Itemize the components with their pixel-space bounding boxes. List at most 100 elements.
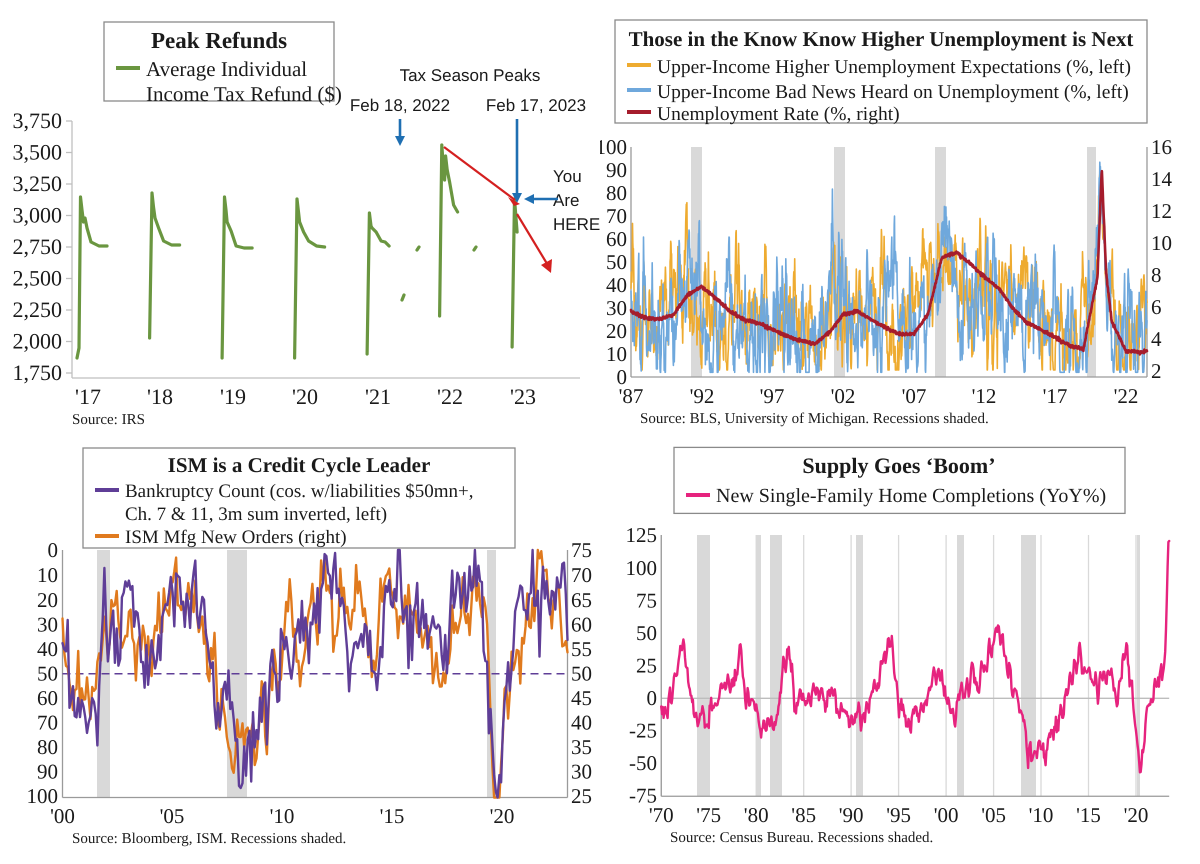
- svg-text:'70: '70: [649, 803, 674, 827]
- svg-text:75: 75: [571, 538, 592, 562]
- svg-text:0: 0: [647, 686, 658, 710]
- svg-text:50: 50: [37, 662, 58, 686]
- svg-text:4: 4: [1151, 327, 1162, 351]
- svg-text:10: 10: [37, 563, 58, 587]
- svg-text:New Single-Family Home Complet: New Single-Family Home Completions (YoY%…: [716, 485, 1106, 507]
- svg-text:Unemployment Rate (%, right): Unemployment Rate (%, right): [657, 104, 900, 125]
- svg-text:10: 10: [606, 342, 627, 366]
- svg-text:You: You: [553, 167, 582, 186]
- svg-text:'17: '17: [75, 384, 101, 409]
- svg-text:-50: -50: [629, 751, 657, 775]
- svg-text:80: 80: [606, 181, 627, 205]
- svg-text:3,750: 3,750: [13, 108, 63, 133]
- svg-text:'22: '22: [437, 384, 463, 409]
- svg-text:'87: '87: [619, 384, 644, 408]
- svg-text:2: 2: [1151, 359, 1162, 383]
- svg-text:3,500: 3,500: [13, 140, 63, 165]
- svg-text:HERE: HERE: [553, 215, 600, 234]
- svg-text:2,500: 2,500: [13, 266, 63, 291]
- svg-text:'97: '97: [760, 384, 785, 408]
- svg-text:Source: IRS: Source: IRS: [72, 412, 145, 428]
- svg-text:6: 6: [1151, 295, 1162, 319]
- svg-text:'95: '95: [886, 803, 911, 827]
- svg-text:Feb 18, 2022: Feb 18, 2022: [350, 96, 450, 115]
- svg-text:'20: '20: [292, 384, 318, 409]
- svg-text:10: 10: [1151, 231, 1172, 255]
- svg-text:2,250: 2,250: [13, 297, 63, 322]
- svg-text:'15: '15: [380, 804, 405, 828]
- svg-text:'07: '07: [902, 384, 927, 408]
- svg-text:40: 40: [606, 273, 627, 297]
- svg-text:'05: '05: [981, 803, 1006, 827]
- svg-text:55: 55: [571, 637, 592, 661]
- svg-text:Those in the Know Know Higher: Those in the Know Know Higher Unemployme…: [629, 27, 1134, 51]
- svg-text:50: 50: [636, 621, 657, 645]
- svg-text:Upper-Income Higher Unemployme: Upper-Income Higher Unemployment Expecta…: [657, 57, 1131, 78]
- svg-text:'00: '00: [50, 804, 75, 828]
- svg-text:Income Tax Refund ($): Income Tax Refund ($): [146, 82, 342, 106]
- svg-text:50: 50: [606, 250, 627, 274]
- svg-text:'12: '12: [972, 384, 997, 408]
- svg-text:'90: '90: [839, 803, 864, 827]
- svg-text:60: 60: [37, 686, 58, 710]
- svg-text:0: 0: [48, 538, 59, 562]
- svg-text:Supply Goes ‘Boom’: Supply Goes ‘Boom’: [802, 453, 995, 478]
- svg-text:Bankruptcy Count (cos. w/liabi: Bankruptcy Count (cos. w/liabilities $50…: [125, 481, 473, 502]
- svg-text:'00: '00: [934, 803, 959, 827]
- svg-text:'21: '21: [365, 384, 391, 409]
- svg-text:'18: '18: [147, 384, 173, 409]
- svg-text:1,750: 1,750: [13, 360, 63, 385]
- svg-text:'17: '17: [1043, 384, 1068, 408]
- svg-text:25: 25: [571, 784, 592, 808]
- svg-text:125: 125: [626, 523, 658, 547]
- svg-text:30: 30: [37, 613, 58, 637]
- svg-text:8: 8: [1151, 263, 1162, 287]
- svg-text:20: 20: [37, 588, 58, 612]
- svg-text:100: 100: [600, 135, 627, 159]
- svg-text:Source: Census Bureau. Recessi: Source: Census Bureau. Recessions shaded…: [670, 830, 933, 846]
- svg-text:'92: '92: [690, 384, 715, 408]
- svg-text:Are: Are: [553, 191, 579, 210]
- svg-text:-25: -25: [629, 719, 657, 743]
- svg-text:80: 80: [37, 735, 58, 759]
- svg-text:Source: Bloomberg, ISM. Recess: Source: Bloomberg, ISM. Recessions shade…: [72, 831, 346, 847]
- svg-text:ISM Mfg New Orders (right): ISM Mfg New Orders (right): [125, 527, 347, 548]
- svg-text:Peak Refunds: Peak Refunds: [151, 28, 287, 53]
- svg-text:25: 25: [636, 654, 657, 678]
- svg-text:3,000: 3,000: [13, 203, 63, 228]
- svg-text:50: 50: [571, 662, 592, 686]
- svg-text:'80: '80: [744, 803, 769, 827]
- svg-text:70: 70: [571, 563, 592, 587]
- svg-text:'02: '02: [831, 384, 856, 408]
- svg-text:30: 30: [571, 760, 592, 784]
- svg-text:16: 16: [1151, 135, 1172, 159]
- svg-text:12: 12: [1151, 199, 1172, 223]
- svg-text:Tax Season Peaks: Tax Season Peaks: [400, 66, 541, 85]
- svg-text:Feb 17, 2023: Feb 17, 2023: [486, 96, 586, 115]
- svg-text:'85: '85: [791, 803, 816, 827]
- svg-text:'05: '05: [160, 804, 185, 828]
- svg-text:'19: '19: [220, 384, 246, 409]
- svg-text:20: 20: [606, 319, 627, 343]
- svg-text:45: 45: [571, 686, 592, 710]
- svg-text:'20: '20: [490, 804, 515, 828]
- svg-text:100: 100: [626, 556, 658, 580]
- svg-text:3,250: 3,250: [13, 171, 63, 196]
- svg-text:ISM is a Credit Cycle Leader: ISM is a Credit Cycle Leader: [168, 453, 431, 477]
- svg-text:65: 65: [571, 588, 592, 612]
- svg-text:Upper-Income Bad News Heard on: Upper-Income Bad News Heard on Unemploym…: [657, 82, 1129, 103]
- svg-text:'15: '15: [1076, 803, 1101, 827]
- svg-text:'10: '10: [270, 804, 295, 828]
- svg-text:'22: '22: [1114, 384, 1139, 408]
- svg-text:'23: '23: [510, 384, 536, 409]
- svg-text:2,000: 2,000: [13, 329, 63, 354]
- svg-text:40: 40: [37, 637, 58, 661]
- svg-text:30: 30: [606, 296, 627, 320]
- svg-text:14: 14: [1151, 167, 1173, 191]
- svg-text:60: 60: [571, 613, 592, 637]
- svg-text:90: 90: [37, 760, 58, 784]
- svg-text:'75: '75: [696, 803, 721, 827]
- svg-text:2,750: 2,750: [13, 234, 63, 259]
- svg-text:35: 35: [571, 735, 592, 759]
- svg-text:70: 70: [37, 711, 58, 735]
